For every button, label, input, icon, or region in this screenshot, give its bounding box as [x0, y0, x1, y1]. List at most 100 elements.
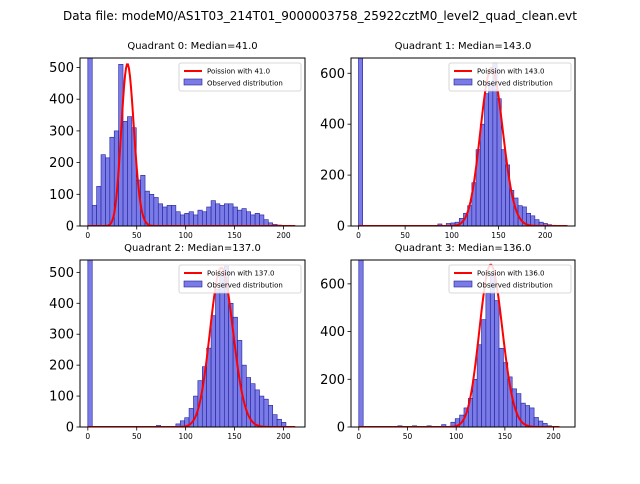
- histogram-bar: [525, 405, 531, 427]
- histogram-bar: [201, 211, 207, 226]
- legend-label-observed: Observed distribution: [207, 282, 283, 290]
- poisson-curve: [358, 263, 560, 427]
- subplot-quadrant-1: Quadrant 1: Median=143.0 0 50 100 150 200 0 200…: [320, 41, 576, 240]
- histogram-bar: [488, 83, 494, 226]
- histogram-bar: [206, 206, 212, 226]
- histogram-bar: [246, 211, 252, 226]
- y-tick-label: 100: [49, 188, 74, 203]
- y-tick-label: 200: [320, 373, 345, 388]
- histogram-bar: [105, 157, 111, 226]
- histogram-bar: [127, 116, 133, 226]
- x-tick-label: 0: [85, 432, 90, 441]
- legend-label-observed: Observed distribution: [477, 282, 553, 290]
- histogram-bar: [215, 203, 221, 226]
- legend-bar-swatch: [183, 280, 203, 288]
- y-tick-label: 600: [320, 277, 345, 292]
- subplot-title: Quadrant 3: Median=136.0: [395, 243, 532, 254]
- histogram-bar: [268, 405, 274, 427]
- histogram-bar: [494, 300, 500, 427]
- histogram-bar: [441, 424, 447, 427]
- x-tick-label: 50: [403, 432, 413, 441]
- legend-frame: [178, 264, 302, 294]
- x-tick-label: 100: [449, 432, 464, 441]
- legend-label-observed: Observed distribution: [207, 80, 283, 88]
- histogram-bar: [358, 260, 364, 427]
- subplot-quadrant-3: Quadrant 3: Median=136.0 0 50 100 150 200 0 200…: [320, 243, 576, 441]
- y-tick-label: 300: [49, 328, 74, 343]
- legend-label-poisson: Poission with 143.0: [477, 68, 545, 76]
- x-tick-label: 0: [356, 231, 361, 240]
- histogram-bar: [100, 154, 106, 226]
- histogram-bar: [358, 58, 363, 226]
- histogram-bar: [219, 275, 225, 427]
- axes-frame: [350, 259, 576, 428]
- y-tick-label: 400: [320, 118, 345, 133]
- histogram-bar: [184, 213, 190, 226]
- histogram-bar: [210, 315, 216, 427]
- histogram-bar: [484, 93, 489, 226]
- y-tick-label: 500: [49, 266, 74, 281]
- axes-frame: [79, 259, 306, 428]
- y-tick-label: 100: [49, 390, 74, 405]
- histogram-bar: [254, 389, 260, 427]
- y-tick-label: 200: [49, 156, 74, 171]
- histogram-bar: [498, 347, 504, 427]
- x-tick-label: 100: [178, 231, 193, 240]
- x-tick-label: 150: [227, 231, 242, 240]
- x-tick-label: 0: [85, 231, 90, 240]
- histogram-bar: [476, 344, 482, 427]
- legend-label-poisson: Poission with 41.0: [207, 68, 270, 76]
- subplot-title: Quadrant 2: Median=137.0: [124, 243, 261, 254]
- subplot-title: Quadrant 1: Median=143.0: [395, 41, 532, 52]
- histogram-bar: [254, 213, 260, 226]
- x-tick-label: 50: [400, 231, 410, 240]
- x-tick-label: 150: [227, 432, 242, 441]
- histogram-bar: [259, 214, 265, 226]
- x-tick-label: 0: [356, 432, 361, 441]
- y-tick-label: 200: [320, 169, 345, 184]
- x-tick-label: 150: [498, 432, 513, 441]
- histogram-bar: [96, 186, 102, 226]
- poisson-curve: [87, 266, 296, 427]
- y-tick-label: 0: [337, 421, 345, 436]
- legend: Poission with 143.0 Observed distribution: [448, 62, 572, 92]
- subplot-quadrant-2: Quadrant 2: Median=137.0 0 50 100 150 200 0 100…: [49, 243, 306, 441]
- legend-label-poisson: Poission with 137.0: [207, 270, 275, 278]
- legend-bar-swatch: [183, 78, 203, 86]
- histogram-bar: [91, 205, 97, 226]
- histogram-bar: [162, 206, 168, 226]
- histogram-bar: [516, 393, 522, 427]
- histogram-bar: [210, 200, 216, 226]
- histogram-bar: [530, 215, 536, 226]
- histogram-bar: [197, 209, 203, 226]
- histogram-bar: [241, 208, 247, 226]
- y-tick-label: 400: [320, 325, 345, 340]
- histogram-bar: [533, 417, 539, 427]
- histogram-bar: [232, 206, 238, 226]
- histogram-bar: [481, 319, 487, 427]
- poisson-curve: [358, 67, 568, 226]
- y-tick-label: 400: [49, 93, 74, 108]
- histogram-bar: [157, 203, 163, 226]
- x-tick-label: 50: [132, 231, 142, 240]
- poisson-curve: [87, 63, 296, 226]
- subplot-title: Quadrant 0: Median=41.0: [127, 41, 257, 52]
- histogram-bar: [175, 211, 181, 226]
- histogram-bar: [250, 214, 256, 226]
- histogram-bar: [489, 274, 495, 427]
- legend: Poission with 137.0 Observed distribution: [178, 264, 302, 294]
- x-tick-label: 200: [546, 432, 561, 441]
- histogram-bar: [179, 214, 185, 226]
- histogram-bar: [149, 194, 155, 226]
- y-tick-label: 0: [337, 220, 345, 235]
- legend-label-poisson: Poission with 136.0: [477, 270, 545, 278]
- legend-label-observed: Observed distribution: [477, 80, 553, 88]
- histogram-bar: [228, 203, 234, 226]
- axes-frame: [350, 57, 576, 227]
- x-tick-label: 200: [276, 231, 291, 240]
- legend-bar-swatch: [453, 78, 473, 86]
- histogram-bar: [500, 149, 506, 226]
- y-tick-label: 300: [49, 124, 74, 139]
- y-tick-label: 600: [320, 67, 345, 82]
